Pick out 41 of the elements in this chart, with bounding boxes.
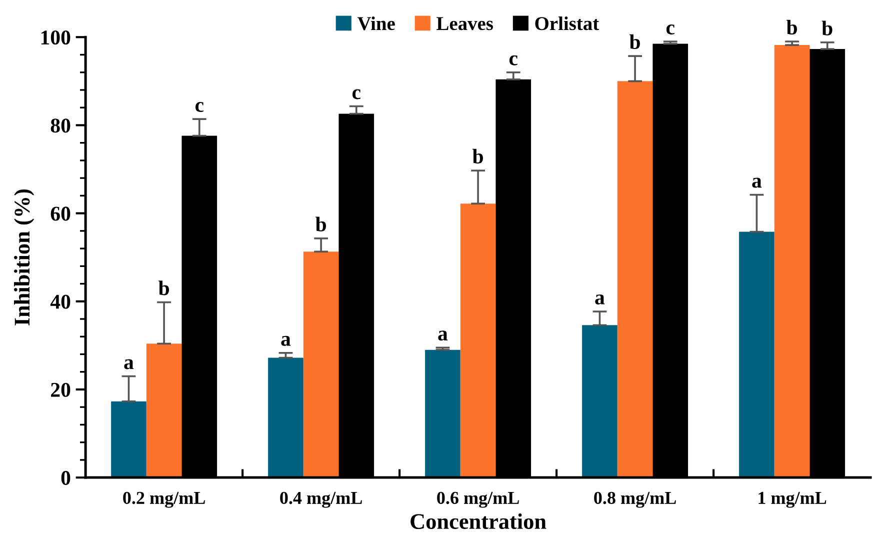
bar bbox=[425, 350, 460, 478]
annotation: b bbox=[472, 148, 483, 164]
bar bbox=[774, 45, 810, 478]
text: c bbox=[666, 24, 674, 34]
y-tick-label: 0 bbox=[61, 470, 70, 485]
annotation: a bbox=[438, 330, 448, 341]
annotation: c bbox=[195, 102, 204, 112]
bar bbox=[739, 232, 774, 478]
bar bbox=[268, 358, 304, 478]
annotation: c bbox=[509, 55, 518, 66]
annotation: b bbox=[158, 280, 169, 296]
legend-label: Orlistat bbox=[535, 16, 600, 30]
annotation: a bbox=[124, 359, 134, 370]
bar bbox=[617, 81, 653, 478]
legend-label: Leaves bbox=[436, 17, 493, 30]
bar bbox=[111, 401, 146, 478]
text: b bbox=[786, 20, 797, 35]
annotation: b bbox=[316, 216, 326, 232]
bar bbox=[303, 252, 339, 478]
bar bbox=[146, 344, 182, 478]
annotation: c bbox=[352, 89, 360, 100]
annotation: a bbox=[595, 294, 605, 304]
text: b bbox=[822, 20, 832, 36]
x-axis-title: Concentration bbox=[410, 513, 546, 530]
x-tick-label: 0.6 mg/mL bbox=[437, 492, 519, 508]
y-tick-label: 60 bbox=[50, 206, 70, 221]
y-tick-label: 40 bbox=[50, 294, 70, 309]
x-tick-label: 0.4 mg/mL bbox=[280, 492, 362, 508]
y-axis-title: Inhibition (%) bbox=[14, 189, 34, 326]
y-tick-label: 80 bbox=[50, 118, 70, 133]
bar bbox=[460, 204, 496, 478]
annotation: b bbox=[630, 34, 640, 50]
annotation: a bbox=[281, 336, 291, 346]
x-tick-label: 0.8 mg/mL bbox=[594, 492, 676, 508]
bar bbox=[582, 325, 618, 478]
y-tick-label: 100 bbox=[41, 30, 70, 45]
legend-label: Vine bbox=[357, 16, 395, 30]
x-tick-label: 1 mg/mL bbox=[758, 492, 826, 508]
y-tick-label: 20 bbox=[51, 382, 70, 397]
x-tick-label: 0.2 mg/mL bbox=[123, 492, 205, 508]
annotation: a bbox=[752, 178, 762, 188]
